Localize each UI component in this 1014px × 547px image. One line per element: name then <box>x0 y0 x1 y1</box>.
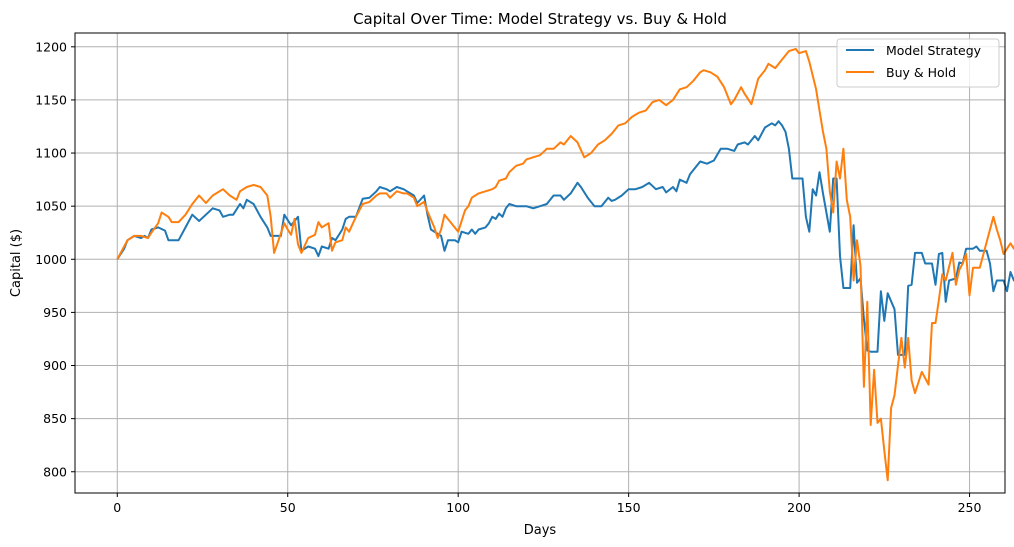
y-tick-label: 1050 <box>35 199 67 214</box>
axis-ticks: 0 50 100 150 200 250 800 850 900 950 1000 1050 1100 1… <box>35 39 981 515</box>
legend-label-buy-and-hold: Buy & Hold <box>886 65 956 80</box>
series-line-buy-and-hold <box>116 47 1014 482</box>
x-tick-label: 0 <box>113 500 121 515</box>
series-lines <box>116 47 1014 482</box>
x-tick-label: 250 <box>958 500 982 515</box>
y-tick-label: 900 <box>43 358 67 373</box>
y-tick-label: 800 <box>43 464 67 479</box>
legend-box <box>836 38 1000 88</box>
x-tick-label: 150 <box>617 500 641 515</box>
chart-title: Capital Over Time: Model Strategy vs. Bu… <box>353 10 727 28</box>
x-axis-label: Days <box>524 523 557 538</box>
y-tick-label: 1100 <box>35 146 67 161</box>
y-tick-label: 1150 <box>35 92 67 107</box>
legend: Model Strategy Buy & Hold <box>836 38 1000 88</box>
x-tick-label: 100 <box>446 500 470 515</box>
grid-lines <box>75 33 1005 493</box>
x-tick-label: 50 <box>280 500 296 515</box>
series-line-model-strategy <box>116 120 1014 356</box>
y-tick-label: 1200 <box>35 39 67 54</box>
y-tick-label: 850 <box>43 411 67 426</box>
plot-area-frame <box>74 32 1006 494</box>
x-tick-label: 200 <box>787 500 811 515</box>
y-tick-label: 950 <box>43 305 67 320</box>
y-tick-label: 1000 <box>35 252 67 267</box>
y-axis-label: Capital ($) <box>9 229 24 297</box>
legend-label-model-strategy: Model Strategy <box>886 43 982 58</box>
